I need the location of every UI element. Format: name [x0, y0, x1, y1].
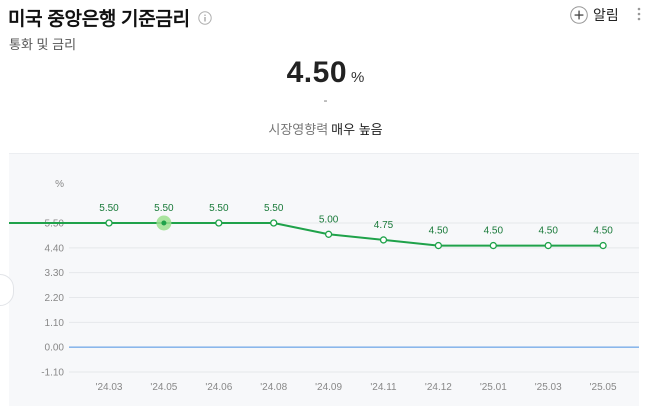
data-point: [489, 241, 497, 250]
more-vertical-icon[interactable]: [636, 6, 642, 22]
x-tick-label: '24.11: [370, 382, 397, 393]
header: 미국 중앙은행 기준금리: [8, 5, 212, 30]
x-tick-label: '25.01: [480, 382, 507, 393]
data-label: 4.50: [593, 226, 613, 237]
data-label: 4.50: [484, 226, 504, 237]
data-point: [544, 241, 552, 250]
y-axis-unit: %: [55, 179, 64, 190]
x-tick-label: '24.03: [96, 382, 123, 393]
category-label: 통화 및 금리: [9, 37, 77, 52]
data-point: [324, 230, 333, 238]
x-tick-label: '25.05: [590, 382, 617, 393]
y-tick-label: 2.20: [45, 293, 65, 304]
rate-change: -: [323, 93, 328, 107]
data-label: 5.00: [319, 214, 339, 225]
data-label: 5.50: [264, 203, 284, 214]
market-impact: 시장영향력 매우 높음: [0, 119, 651, 138]
data-point: [105, 219, 113, 227]
impact-value: 매우 높음: [331, 122, 383, 137]
plus-circle-icon: [570, 6, 588, 24]
x-tick-label: '24.09: [315, 382, 342, 393]
chart-panel: % 5.50 4.40 3.30 2.20 1.10 0.00 -1.10 5.50 '24.03…: [9, 153, 639, 406]
data-point: [215, 219, 223, 227]
page-title: 미국 중앙은행 기준금리: [8, 8, 190, 30]
alarm-button[interactable]: 알림: [570, 5, 619, 25]
x-tick-label: '24.06: [205, 382, 232, 393]
data-point: [599, 241, 607, 250]
x-tick-label: '25.03: [535, 382, 562, 393]
current-rate: 4.50%: [0, 56, 651, 90]
rate-value: 4.50: [286, 56, 348, 89]
data-label: 4.50: [538, 226, 558, 237]
y-tick-label: 4.40: [45, 243, 65, 254]
data-label: 5.50: [99, 203, 119, 214]
y-tick-label: 3.30: [45, 268, 65, 279]
data-label: 4.75: [374, 220, 394, 231]
info-icon[interactable]: [198, 11, 212, 25]
data-label: 4.50: [429, 226, 449, 237]
impact-label: 시장영향력: [268, 122, 329, 137]
data-label: 5.50: [154, 203, 174, 214]
data-point: [161, 220, 167, 226]
y-tick-label: 1.10: [45, 318, 65, 329]
line-chart: % 5.50 4.40 3.30 2.20 1.10 0.00 -1.10 5.50 '24.03…: [9, 179, 639, 393]
data-label: 5.50: [209, 203, 229, 214]
x-tick-label: '24.05: [150, 382, 177, 393]
rate-unit: %: [351, 69, 365, 86]
data-point: [379, 236, 388, 244]
data-point: [434, 241, 443, 250]
y-tick-label: -1.10: [41, 368, 64, 379]
alarm-label: 알림: [593, 7, 619, 23]
y-tick-label: 0.00: [45, 343, 65, 354]
x-tick-label: '24.12: [425, 382, 452, 393]
series-line: [9, 222, 604, 247]
x-tick-label: '24.08: [260, 382, 287, 393]
data-point: [270, 219, 278, 227]
